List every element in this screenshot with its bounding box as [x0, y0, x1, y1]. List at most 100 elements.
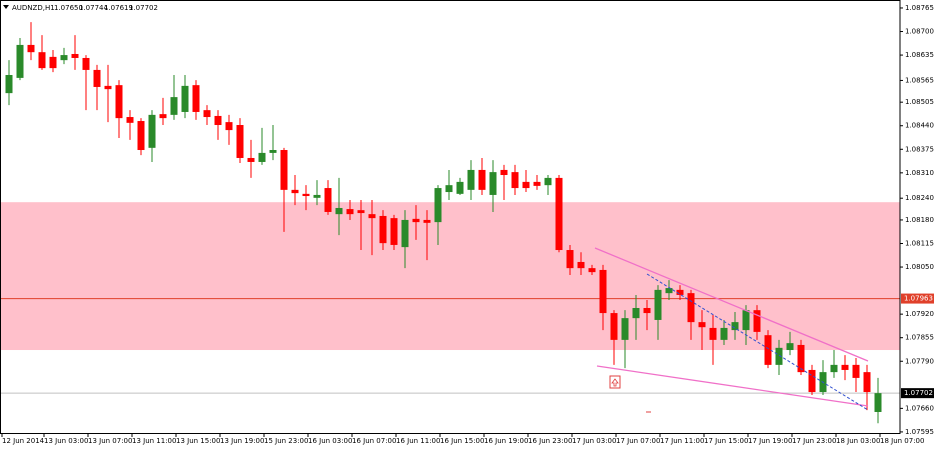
candle-body	[5, 75, 13, 94]
y-tick-label: 1.08375	[905, 145, 934, 153]
y-tick-label: 1.08765	[905, 4, 934, 12]
y-tick-label: 1.08700	[905, 28, 934, 36]
x-tick-label: 16 Jun 23:00	[528, 437, 572, 445]
candle-body	[71, 53, 79, 58]
candle-body	[775, 347, 783, 365]
y-tick-label: 1.08505	[905, 98, 934, 106]
candle-body	[555, 177, 563, 251]
x-tick-label: 13 Jun 19:00	[220, 437, 264, 445]
y-tick-label: 1.08115	[905, 239, 934, 247]
y-tick-label: 1.08050	[905, 263, 934, 271]
current-price-label: 1.07702	[904, 389, 933, 397]
y-tick-label: 1.07855	[905, 334, 934, 342]
y-tick-label: 1.08565	[905, 76, 934, 84]
candle-body	[357, 210, 365, 214]
header-icon	[3, 5, 9, 9]
candle-body	[544, 177, 552, 186]
candle-body	[588, 268, 596, 273]
candle-body	[126, 117, 134, 123]
candle-body	[764, 335, 772, 365]
candle-body	[423, 219, 431, 223]
candle-body	[412, 218, 420, 223]
plot-area	[0, 22, 900, 424]
candle-body	[500, 169, 508, 176]
header-high: 1.07744	[79, 4, 108, 12]
candle-body	[599, 269, 607, 314]
candle-body	[324, 188, 332, 212]
candle-body	[247, 157, 255, 162]
candle-body	[16, 44, 24, 78]
candle-body	[93, 69, 101, 87]
y-tick-label: 1.08310	[905, 169, 934, 177]
x-tick-label: 16 Jun 19:00	[484, 437, 528, 445]
candle-body	[335, 207, 343, 215]
y-tick-label: 1.08240	[905, 194, 934, 202]
candle-body	[665, 288, 673, 294]
candle-body	[610, 313, 618, 340]
candle-body	[632, 307, 640, 319]
trendline-upper	[594, 247, 869, 362]
y-tick-label: 1.07595	[905, 428, 934, 436]
candle-body	[731, 322, 739, 331]
candle-body	[830, 364, 838, 373]
header-low: 1.07619	[104, 4, 133, 12]
zone	[0, 202, 900, 351]
x-tick-label: 13 Jun 11:00	[132, 437, 176, 445]
candle-body	[753, 310, 761, 332]
candle-body	[38, 52, 46, 69]
candle-body	[291, 189, 299, 194]
annotations	[594, 247, 869, 413]
candle-body	[49, 56, 57, 69]
candle-body	[654, 289, 662, 320]
y-tick-label: 1.08440	[905, 122, 934, 130]
candle-body	[159, 114, 167, 119]
candle-body	[302, 193, 310, 197]
header-title: AUDNZD,H1	[12, 4, 55, 12]
candle-body	[137, 121, 145, 151]
candle-body	[346, 209, 354, 215]
candle-body	[621, 318, 629, 340]
plot-border	[0, 0, 901, 434]
candle-body	[192, 85, 200, 112]
x-tick-label: 17 Jun 15:00	[704, 437, 748, 445]
x-tick-label: 18 Jun 07:00	[880, 437, 924, 445]
candle-body	[522, 181, 530, 189]
candle-body	[445, 185, 453, 193]
x-tick-label: 16 Jun 07:00	[352, 437, 396, 445]
y-tick-label: 1.07790	[905, 357, 934, 365]
header-open: 1.07650	[54, 4, 83, 12]
trendline-lower	[596, 365, 869, 407]
trendline-dashed	[646, 273, 869, 411]
x-tick-label: 15 Jun 23:00	[264, 437, 308, 445]
candle-body	[797, 344, 805, 373]
candle-body	[841, 364, 849, 370]
candle-body	[170, 97, 178, 115]
candle-body	[720, 327, 728, 340]
x-tick-label: 16 Jun 15:00	[440, 437, 484, 445]
x-tick-label: 17 Jun 19:00	[748, 437, 792, 445]
x-tick-label: 13 Jun 07:00	[88, 437, 132, 445]
candle-body	[203, 110, 211, 118]
candle-body	[104, 85, 112, 90]
candle-body	[533, 181, 541, 186]
candle-body	[709, 327, 717, 340]
current-price-box	[901, 388, 934, 399]
candle-body	[181, 85, 189, 112]
x-tick-label: 18 Jun 03:00	[836, 437, 880, 445]
candle-body	[236, 125, 244, 158]
candle-body	[115, 85, 123, 119]
candle-body	[368, 214, 376, 219]
candle-body	[511, 172, 519, 189]
candle-body	[808, 369, 816, 393]
candle-body	[269, 150, 277, 153]
candle-body	[82, 57, 90, 70]
x-tick-label: 13 Jun 03:00	[44, 437, 88, 445]
y-tick-label: 1.08635	[905, 51, 934, 59]
candle-body	[698, 322, 706, 328]
candle-body	[643, 307, 651, 314]
arrow-icon	[611, 378, 619, 387]
x-tick-label: 17 Jun 11:00	[660, 437, 704, 445]
candle-body	[379, 215, 387, 244]
candle-body	[390, 218, 398, 245]
